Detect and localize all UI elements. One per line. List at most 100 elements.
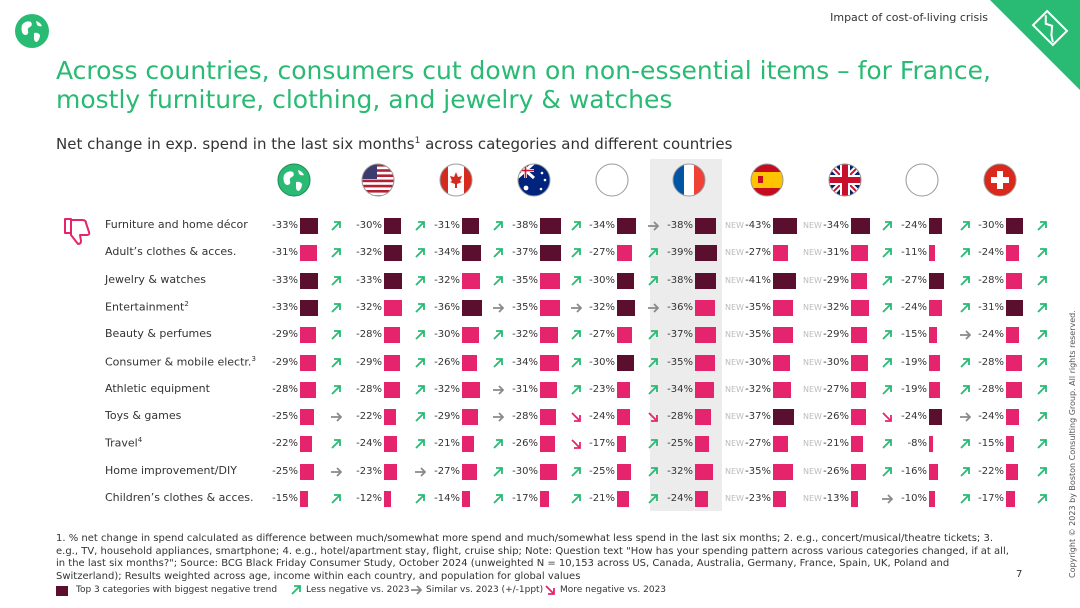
data-cell: -30% — [418, 327, 508, 343]
arrow-flat-icon — [571, 303, 582, 313]
value-bar — [929, 245, 935, 261]
value-label: -24% — [667, 493, 693, 504]
arrow-up-icon — [960, 303, 970, 313]
data-cell: -30% — [496, 464, 586, 480]
data-cell: -36% NEW — [651, 300, 744, 316]
arrow-up-icon — [882, 276, 892, 286]
value-bar — [462, 273, 480, 289]
value-label: -27% — [745, 438, 771, 449]
value-label: -22% — [272, 438, 298, 449]
row-label: Furniture and home décor — [105, 218, 248, 231]
data-cell: -21% — [573, 491, 663, 507]
top3-bar — [617, 355, 634, 371]
top3-bar — [462, 300, 482, 316]
value-bar — [300, 491, 308, 507]
row-label: Home improvement/DIY — [105, 464, 237, 477]
page-number: 7 — [1016, 569, 1023, 580]
value-bar — [773, 355, 790, 371]
top3-bar — [462, 218, 479, 234]
value-label: -35% — [745, 302, 771, 313]
value-label: -22% — [978, 466, 1004, 477]
data-cell: -35% NEW — [729, 327, 822, 343]
value-bar — [851, 273, 867, 289]
data-cell: -27% NEW — [729, 245, 822, 261]
arrow-up-icon — [493, 439, 503, 449]
arrow-up-icon — [415, 412, 425, 422]
value-label: -38% — [667, 275, 693, 286]
arrow-up-icon — [960, 221, 970, 231]
section-label: Impact of cost-of-living crisis — [830, 11, 988, 24]
value-bar — [300, 245, 317, 261]
arrow-up-icon — [415, 330, 425, 340]
data-cell: -28% — [340, 327, 430, 343]
new-tag: NEW — [803, 439, 822, 448]
data-cell: -23% NEW — [729, 491, 822, 507]
new-tag: NEW — [803, 385, 822, 394]
data-cell: -19% — [885, 355, 975, 371]
value-label: -25% — [272, 466, 298, 477]
arrow-up-icon — [882, 248, 892, 258]
arrow-up-icon — [1037, 221, 1047, 231]
arrow-up-icon — [960, 467, 970, 477]
value-label: -22% — [356, 411, 382, 422]
arrow-up-icon — [493, 330, 503, 340]
value-label: -17% — [978, 493, 1004, 504]
value-bar — [540, 491, 549, 507]
value-label: -25% — [667, 438, 693, 449]
value-label: -38% — [512, 220, 538, 231]
data-cell: -31% — [962, 300, 1052, 316]
arrow-up-icon — [331, 248, 341, 258]
value-label: -36% — [667, 302, 693, 313]
value-label: -24% — [901, 411, 927, 422]
arrow-up-icon — [960, 494, 970, 504]
value-bar — [462, 382, 480, 398]
australia-flag-icon — [517, 163, 551, 197]
top3-bar — [617, 300, 635, 316]
data-cell: -29% — [340, 355, 430, 371]
value-label: -29% — [823, 275, 849, 286]
data-cell: -41% NEW — [729, 273, 822, 289]
data-cell: -35% NEW — [729, 464, 822, 480]
new-tag: NEW — [803, 467, 822, 476]
value-label: -26% — [823, 411, 849, 422]
arrow-flat-icon — [648, 221, 659, 231]
arrow-flat-icon — [493, 412, 504, 422]
arrow-up-icon — [960, 248, 970, 258]
arrow-up-icon — [415, 358, 425, 368]
data-cell: -28% NEW — [651, 409, 744, 425]
value-label: -19% — [901, 384, 927, 395]
data-cell: -34% NEW — [651, 382, 744, 398]
arrow-down-icon — [882, 412, 892, 422]
arrow-up-icon — [1037, 303, 1047, 313]
value-bar — [384, 491, 391, 507]
value-bar — [617, 436, 626, 452]
value-bar — [540, 300, 560, 316]
arrow-up-icon — [882, 439, 892, 449]
value-label: -19% — [901, 357, 927, 368]
globe-icon — [277, 163, 311, 197]
value-label: -13% — [823, 493, 849, 504]
arrow-flat-icon — [415, 467, 426, 477]
arrow-down-icon — [545, 585, 555, 595]
new-tag: NEW — [725, 412, 744, 421]
top3-bar — [462, 245, 481, 261]
arrow-up-icon — [960, 385, 970, 395]
arrow-up-icon — [415, 221, 425, 231]
arrow-flat-icon — [331, 467, 342, 477]
value-label: -33% — [272, 275, 298, 286]
data-cell: -26% — [496, 436, 586, 452]
value-bar — [384, 382, 400, 398]
new-tag: NEW — [725, 439, 744, 448]
arrow-flat-icon — [331, 412, 342, 422]
arrow-up-icon — [1037, 385, 1047, 395]
data-cell: -32% — [573, 300, 663, 316]
arrow-up-icon — [493, 276, 503, 286]
arrow-up-icon — [571, 248, 581, 258]
data-cell: -30% — [573, 355, 663, 371]
value-bar — [300, 382, 316, 398]
arrow-up-icon — [571, 494, 581, 504]
data-cell: -34% — [418, 245, 508, 261]
value-bar — [773, 436, 788, 452]
value-label: -34% — [512, 357, 538, 368]
data-cell: -17% — [962, 491, 1052, 507]
